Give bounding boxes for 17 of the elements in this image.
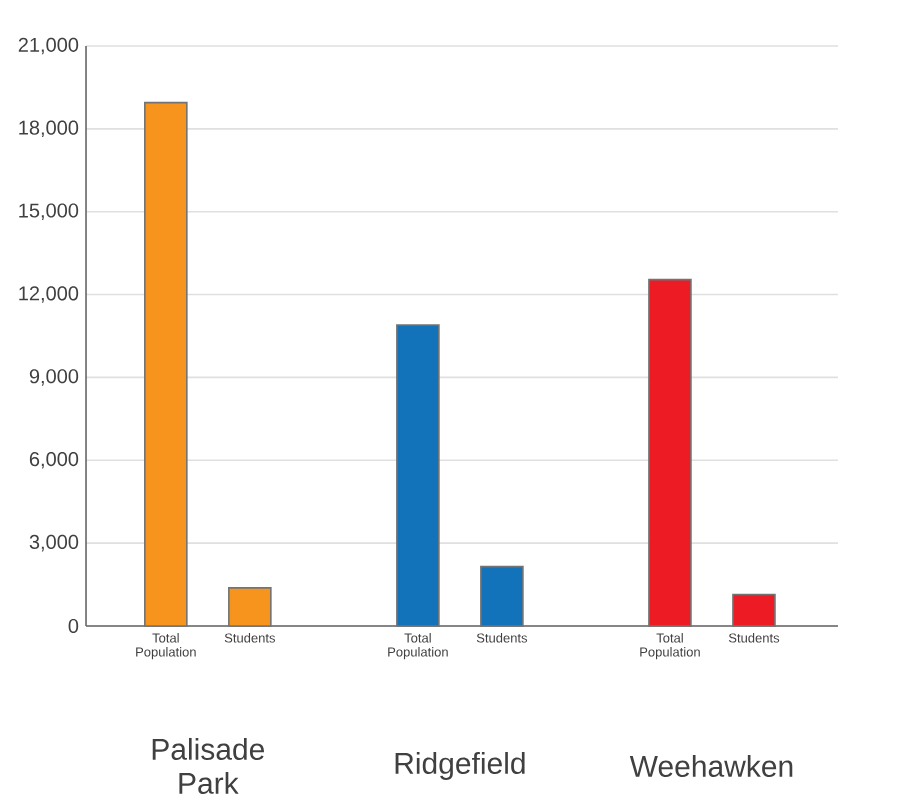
y-tick-label: 6,000 [29, 452, 79, 469]
y-tick-label: 15,000 [19, 203, 79, 220]
y-tick-label: 0 [68, 618, 79, 634]
text: Palisade Park [152, 737, 265, 794]
bar [732, 593, 776, 627]
bar [228, 587, 272, 627]
y-tick-label: 12,000 [19, 286, 79, 303]
bar [396, 324, 440, 627]
y-tick-label: 21,000 [18, 37, 79, 55]
text: Weehawken [629, 754, 793, 777]
bar [144, 101, 188, 627]
y-tick-label: 3,000 [29, 534, 79, 552]
y-tick-label: 9,000 [29, 369, 79, 386]
y-tick-label: 18,000 [19, 120, 79, 138]
bar [480, 565, 524, 627]
bar [648, 278, 692, 627]
text: Ridgefield [395, 751, 525, 780]
